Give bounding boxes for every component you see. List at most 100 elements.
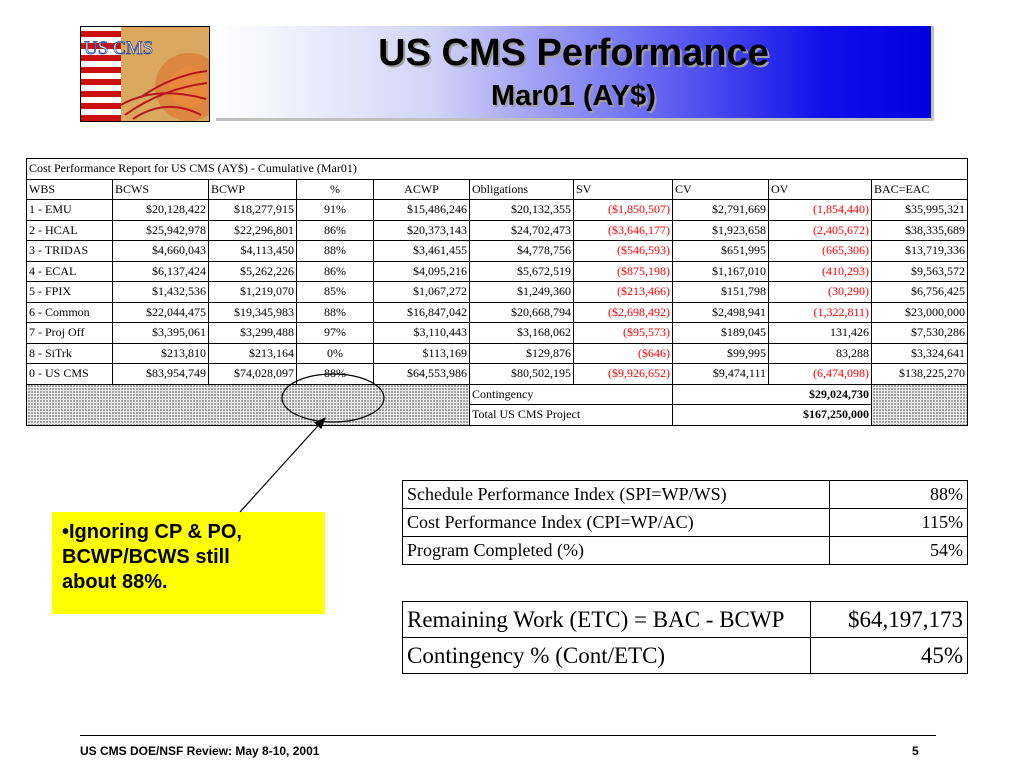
page-number: 5 — [912, 744, 919, 758]
column-header: BCWS — [112, 178, 209, 200]
column-header: CV — [672, 178, 769, 200]
column-header: Obligations — [469, 178, 574, 200]
note-line: BCWP/BCWS still — [62, 546, 230, 568]
table-row: 5 - FPIX $1,432,536 $1,219,070 85% $1,067,27… — [26, 281, 968, 303]
table-caption: Cost Performance Report for US CMS (AY$)… — [26, 158, 968, 180]
table-cell: (1,854,440) — [768, 199, 872, 221]
column-header: ACWP — [373, 178, 470, 200]
logo-text: US CMS — [84, 38, 153, 59]
cost-performance-table: Cost Performance Report for US CMS (AY$)… — [26, 158, 968, 426]
table-cell: $5,262,226 — [208, 260, 297, 282]
table-cell: $129,876 — [469, 342, 574, 364]
table-cell: 7 - Proj Off — [26, 322, 113, 344]
table-cell: 88% — [296, 240, 374, 262]
remaining-value: $64,197,173 — [809, 601, 969, 638]
us-cms-logo: US CMS — [80, 26, 210, 122]
remaining-label: Contingency % (Cont/ETC) — [402, 637, 811, 674]
table-cell: 8 - SiTrk — [26, 342, 113, 364]
index-label: Program Completed (%) — [401, 536, 831, 565]
footer-text: US CMS DOE/NSF Review: May 8-10, 2001 — [80, 744, 320, 758]
table-cell: $25,942,978 — [112, 219, 209, 241]
table-cell: ($546,593) — [573, 240, 673, 262]
table-cell: $35,995,321 — [871, 199, 968, 221]
hatched-fill — [871, 383, 968, 426]
table-header-row: WBS BCWS BCWP % ACWP Obligations SV CV O… — [26, 178, 968, 200]
table-cell: $4,113,450 — [208, 240, 297, 262]
table-cell: $64,553,986 — [373, 363, 470, 385]
table-cell: $83,954,749 — [112, 363, 209, 385]
table-cell: 91% — [296, 199, 374, 221]
table-cell: $1,219,070 — [208, 281, 297, 303]
table-cell: $4,660,043 — [112, 240, 209, 262]
index-label: Cost Performance Index (CPI=WP/AC) — [401, 508, 831, 537]
table-cell: 2 - HCAL — [26, 219, 113, 241]
table-cell: 1 - EMU — [26, 199, 113, 221]
page-title: US CMS Performance — [378, 32, 769, 74]
table-cell: $6,756,425 — [871, 281, 968, 303]
table-cell: $3,461,455 — [373, 240, 470, 262]
index-row: Cost Performance Index (CPI=WP/AC) 115% — [401, 508, 968, 537]
table-cell: $20,132,355 — [469, 199, 574, 221]
table-cell: (665,306) — [768, 240, 872, 262]
table-cell: $9,563,572 — [871, 260, 968, 282]
remaining-value: 45% — [809, 637, 969, 674]
table-cell: $7,530,286 — [871, 322, 968, 344]
table-cell: $213,164 — [208, 342, 297, 364]
performance-index-table: Schedule Performance Index (SPI=WP/WS) 8… — [401, 480, 968, 565]
table-row: 0 - US CMS $83,954,749 $74,028,097 88% $64,5… — [26, 363, 968, 385]
table-cell: $1,923,658 — [672, 219, 769, 241]
table-cell: 5 - FPIX — [26, 281, 113, 303]
table-cell: $1,067,272 — [373, 281, 470, 303]
table-cell: ($2,698,492) — [573, 301, 673, 323]
table-cell: $99,995 — [672, 342, 769, 364]
table-row: 2 - HCAL $25,942,978 $22,296,801 86% $20,373… — [26, 219, 968, 241]
table-cell: $20,668,794 — [469, 301, 574, 323]
table-cell: $24,702,473 — [469, 219, 574, 241]
table-cell: $9,474,111 — [672, 363, 769, 385]
table-cell: $23,000,000 — [871, 301, 968, 323]
note-line: about 88%. — [62, 571, 168, 593]
table-cell: $4,095,216 — [373, 260, 470, 282]
table-cell: $15,486,246 — [373, 199, 470, 221]
cost-table-body: 1 - EMU $20,128,422 $18,277,915 91% $15,486,… — [26, 199, 968, 385]
table-cell: (410,293) — [768, 260, 872, 282]
total-row: Total US CMS Project $167,250,000 — [27, 404, 968, 426]
table-cell: ($3,646,177) — [573, 219, 673, 241]
column-header: % — [296, 178, 374, 200]
table-cell: ($875,198) — [573, 260, 673, 282]
page-subtitle: Mar01 (AY$) — [491, 80, 656, 112]
table-cell: 86% — [296, 219, 374, 241]
table-row: 4 - ECAL $6,137,424 $5,262,226 86% $4,095,21… — [26, 260, 968, 282]
table-cell: (2,405,672) — [768, 219, 872, 241]
remaining-row: Contingency % (Cont/ETC) 45% — [402, 637, 969, 674]
index-value: 115% — [829, 508, 968, 537]
title-banner: US CMS Performance Mar01 (AY$) — [216, 26, 934, 121]
column-header: BAC=EAC — [871, 178, 968, 200]
table-cell: $651,995 — [672, 240, 769, 262]
table-cell: ($646) — [573, 342, 673, 364]
column-header: BCWP — [208, 178, 297, 200]
table-cell: 0% — [296, 342, 374, 364]
table-cell: $38,335,689 — [871, 219, 968, 241]
table-cell: 83,288 — [768, 342, 872, 364]
contingency-row: Contingency $29,024,730 — [26, 383, 968, 426]
table-cell: $3,299,488 — [208, 322, 297, 344]
table-cell: $1,432,536 — [112, 281, 209, 303]
table-cell: $22,296,801 — [208, 219, 297, 241]
table-cell: $18,277,915 — [208, 199, 297, 221]
column-header: OV — [768, 178, 872, 200]
table-cell: 0 - US CMS — [26, 363, 113, 385]
table-cell: $19,345,983 — [208, 301, 297, 323]
table-cell: 4 - ECAL — [26, 260, 113, 282]
table-cell: 131,426 — [768, 322, 872, 344]
table-cell: $6,137,424 — [112, 260, 209, 282]
table-cell: $22,044,475 — [112, 301, 209, 323]
table-row: 3 - TRIDAS $4,660,043 $4,113,450 88% $3,461,… — [26, 240, 968, 262]
remaining-label: Remaining Work (ETC) = BAC - BCWP — [402, 601, 811, 638]
index-value: 54% — [829, 536, 968, 565]
table-cell: $151,798 — [672, 281, 769, 303]
table-row: 7 - Proj Off $3,395,061 $3,299,488 97% $3,11… — [26, 322, 968, 344]
remaining-row: Remaining Work (ETC) = BAC - BCWP $64,19… — [402, 601, 969, 638]
table-cell: $20,128,422 — [112, 199, 209, 221]
index-value: 88% — [829, 480, 968, 509]
